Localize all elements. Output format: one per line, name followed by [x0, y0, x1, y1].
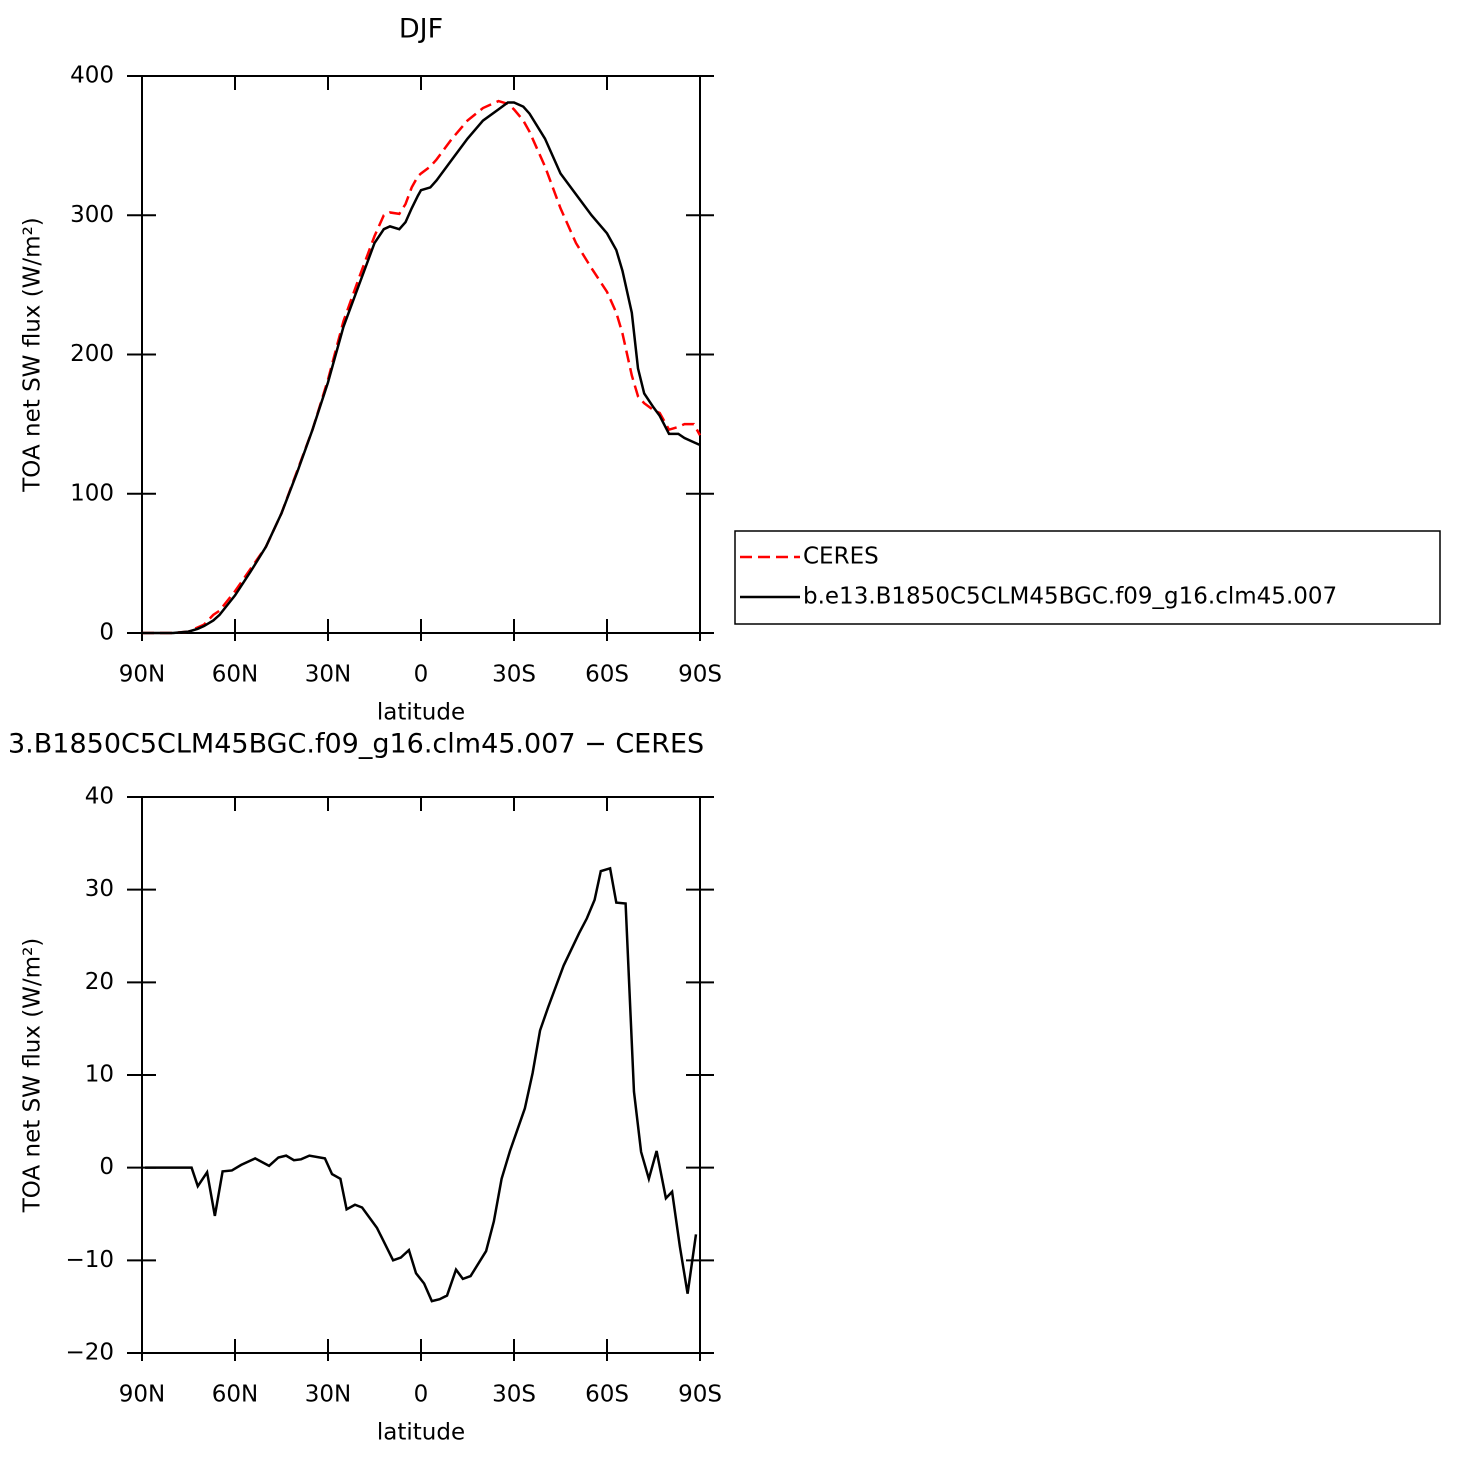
x-tick-label: 0 — [414, 1382, 429, 1408]
y-tick-label: 10 — [85, 1062, 114, 1088]
x-tick-label: 60S — [585, 1382, 629, 1408]
y-tick-label: −20 — [65, 1340, 114, 1366]
y-tick-label: 200 — [70, 341, 114, 367]
data-line — [145, 866, 698, 1303]
y-tick-label: 400 — [70, 63, 114, 89]
x-tick-label: 60S — [585, 662, 629, 688]
y-tick-label: 0 — [99, 620, 114, 646]
x-axis-label: latitude — [377, 1420, 465, 1446]
x-tick-label: 90S — [678, 662, 722, 688]
chart-title: 3.B1850C5CLM45BGC.f09_g16.clm45.007 − CE… — [8, 729, 704, 760]
y-tick-label: 30 — [85, 876, 114, 902]
x-tick-label: 60N — [212, 1382, 258, 1408]
x-tick-label: 90S — [678, 1382, 722, 1408]
x-tick-label: 30N — [305, 662, 351, 688]
y-axis-label: TOA net SW flux (W/m²) — [20, 938, 46, 1214]
data-line — [142, 99, 702, 635]
y-tick-label: 100 — [70, 480, 114, 506]
chart-title: DJF — [399, 14, 443, 45]
legend-box — [734, 530, 1441, 625]
x-tick-label: 0 — [414, 662, 429, 688]
y-axis-label: TOA net SW flux (W/m²) — [20, 217, 46, 493]
y-tick-label: −10 — [65, 1247, 114, 1273]
y-tick-label: 40 — [85, 784, 114, 810]
x-tick-label: 30S — [492, 1382, 536, 1408]
plot-frame — [141, 796, 701, 1354]
plot-frame — [141, 75, 701, 634]
legend-label: b.e13.B1850C5CLM45BGC.f09_g16.clm45.007 — [803, 584, 1337, 610]
y-tick-label: 0 — [99, 1154, 114, 1180]
x-tick-label: 30N — [305, 1382, 351, 1408]
x-tick-label: 90N — [119, 1382, 165, 1408]
x-tick-label: 90N — [119, 662, 165, 688]
x-tick-label: 60N — [212, 662, 258, 688]
y-tick-label: 300 — [70, 202, 114, 228]
data-line — [142, 101, 701, 635]
y-tick-label: 20 — [85, 969, 114, 995]
legend-label: CERES — [803, 544, 879, 570]
x-tick-label: 30S — [492, 662, 536, 688]
x-axis-label: latitude — [377, 700, 465, 726]
